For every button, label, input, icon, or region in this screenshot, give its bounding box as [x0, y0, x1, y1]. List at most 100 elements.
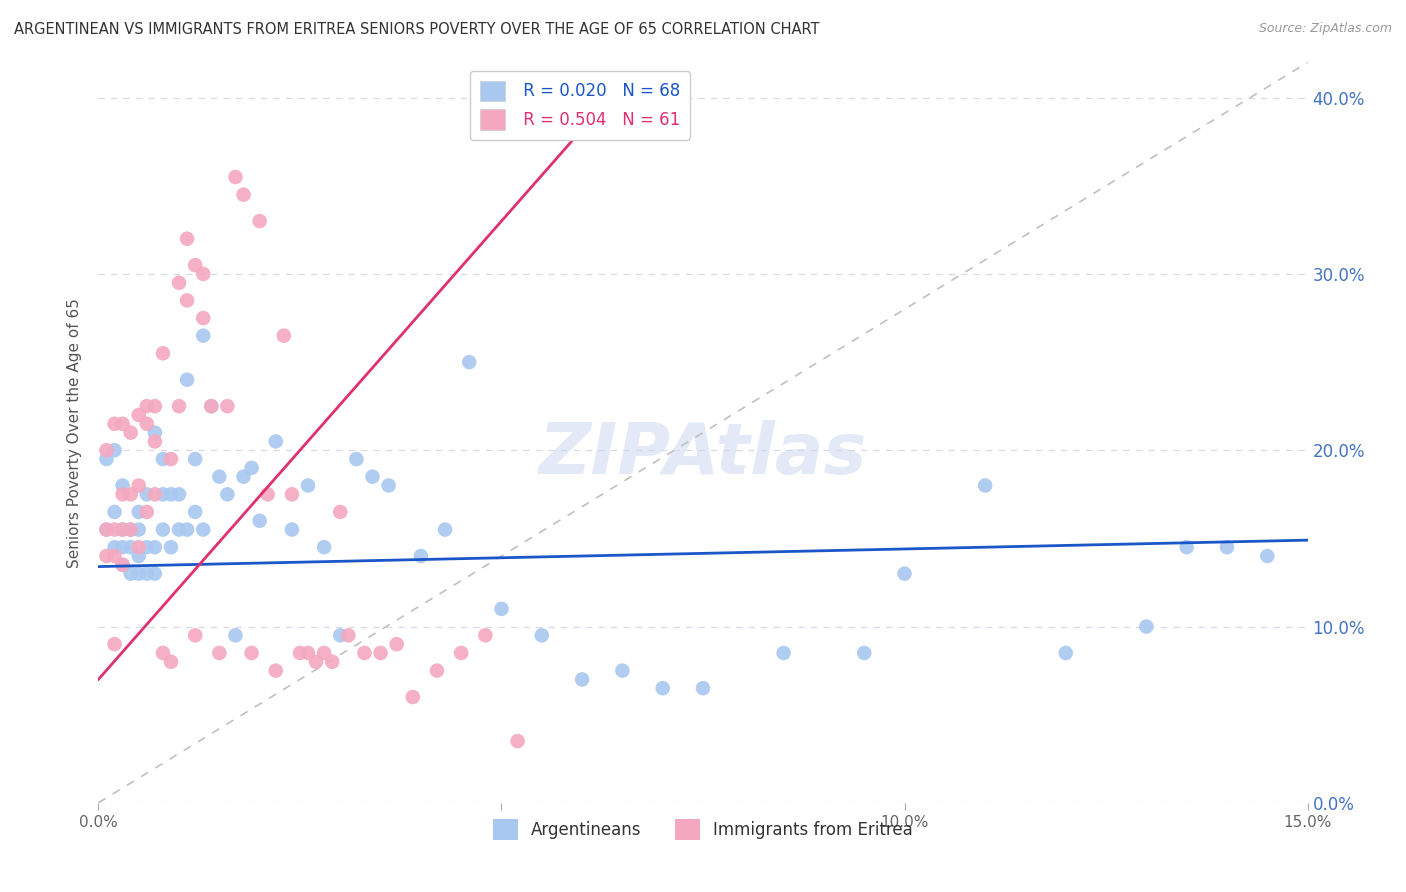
Point [329, 505, 352, 519]
Point [135, 566, 157, 581]
Point [103, 505, 125, 519]
Point [314, 540, 336, 554]
Point [193, 267, 215, 281]
Point [135, 505, 157, 519]
Point [377, 478, 399, 492]
Point [1054, 646, 1077, 660]
Point [96, 523, 118, 537]
Point [217, 399, 239, 413]
Point [232, 469, 254, 483]
Point [128, 478, 150, 492]
Point [273, 328, 295, 343]
Point [409, 549, 432, 563]
Point [974, 478, 997, 492]
Point [193, 311, 215, 326]
Point [184, 505, 207, 519]
Point [167, 399, 190, 413]
Point [96, 523, 118, 537]
Point [193, 523, 215, 537]
Point [160, 540, 183, 554]
Point [249, 214, 271, 228]
Point [264, 434, 287, 449]
Point [200, 399, 222, 413]
Point [297, 646, 319, 660]
Point [1216, 540, 1239, 554]
Point [426, 664, 449, 678]
Point [240, 646, 263, 660]
Point [103, 637, 125, 651]
Point [167, 276, 190, 290]
Point [103, 523, 125, 537]
Point [651, 681, 673, 696]
Legend: Argentineans, Immigrants from Eritrea: Argentineans, Immigrants from Eritrea [486, 813, 920, 847]
Point [772, 646, 794, 660]
Point [96, 452, 118, 467]
Point [240, 461, 263, 475]
Point [281, 487, 304, 501]
Point [1135, 619, 1157, 633]
Point [893, 566, 915, 581]
Point [184, 452, 207, 467]
Point [1256, 549, 1278, 563]
Point [256, 487, 278, 501]
Point [208, 646, 231, 660]
Point [111, 540, 134, 554]
Point [96, 549, 118, 563]
Point [120, 566, 142, 581]
Point [120, 523, 142, 537]
Point [571, 673, 593, 687]
Point [152, 646, 174, 660]
Point [692, 681, 714, 696]
Point [143, 566, 166, 581]
Point [344, 452, 367, 467]
Point [385, 637, 408, 651]
Point [281, 523, 304, 537]
Point [314, 646, 336, 660]
Point [96, 443, 118, 458]
Point [128, 549, 150, 563]
Point [361, 469, 384, 483]
Point [176, 523, 198, 537]
Point [103, 443, 125, 458]
Point [128, 540, 150, 554]
Point [152, 523, 174, 537]
Point [120, 523, 142, 537]
Point [370, 646, 392, 660]
Point [474, 628, 496, 642]
Point [111, 523, 134, 537]
Point [264, 664, 287, 678]
Point [176, 373, 198, 387]
Point [135, 487, 157, 501]
Point [160, 452, 183, 467]
Point [152, 487, 174, 501]
Point [128, 505, 150, 519]
Point [128, 523, 150, 537]
Point [160, 487, 183, 501]
Point [402, 690, 425, 704]
Text: ZIPAtlas: ZIPAtlas [538, 420, 868, 490]
Point [353, 646, 375, 660]
Point [232, 187, 254, 202]
Point [111, 487, 134, 501]
Point [120, 487, 142, 501]
Point [184, 258, 207, 272]
Y-axis label: Seniors Poverty Over the Age of 65: Seniors Poverty Over the Age of 65 [67, 298, 83, 567]
Text: Source: ZipAtlas.com: Source: ZipAtlas.com [1258, 22, 1392, 36]
Point [176, 293, 198, 308]
Point [152, 346, 174, 360]
Point [103, 417, 125, 431]
Point [111, 417, 134, 431]
Point [305, 655, 328, 669]
Point [128, 408, 150, 422]
Point [458, 355, 481, 369]
Point [143, 487, 166, 501]
Point [200, 399, 222, 413]
Point [143, 434, 166, 449]
Point [450, 646, 472, 660]
Point [103, 549, 125, 563]
Point [184, 628, 207, 642]
Point [111, 478, 134, 492]
Point [1175, 540, 1198, 554]
Point [167, 487, 190, 501]
Point [853, 646, 876, 660]
